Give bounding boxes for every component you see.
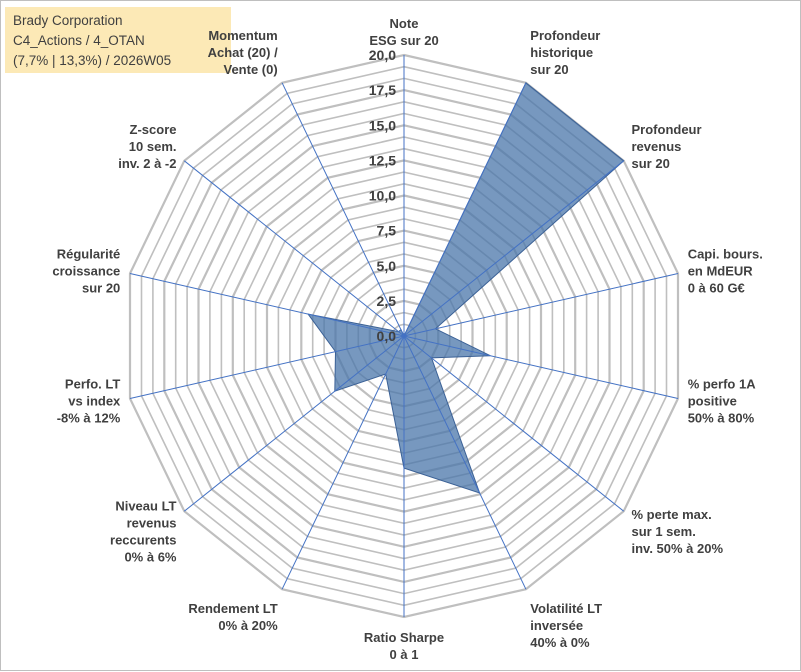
axis-label: % perfo 1A positive 50% à 80%: [688, 376, 757, 425]
axis-label: % perte max. sur 1 sem. inv. 50% à 20%: [632, 507, 724, 556]
axis-spoke: [183, 160, 405, 337]
tick-label: 5,0: [377, 258, 397, 274]
tick-label: 2,5: [377, 293, 397, 309]
axis-spoke: [129, 335, 405, 399]
axis-spoke: [129, 273, 405, 337]
tick-label: 20,0: [369, 47, 396, 63]
chart-title-box: Brady Corporation C4_Actions / 4_OTAN (7…: [5, 7, 231, 73]
axis-spoke: [403, 335, 679, 399]
axis-label: Note ESG sur 20: [369, 16, 438, 48]
axis-spoke: [403, 273, 679, 337]
tick-label: 12,5: [369, 152, 396, 168]
axis-label: Perfo. LT vs index -8% à 12%: [57, 376, 121, 425]
tick-label: 7,5: [377, 223, 397, 239]
tick-label: 10,0: [369, 188, 396, 204]
axis-label: Niveau LT revenus reccurents 0% à 6%: [110, 498, 177, 564]
axis-label: Momentum Achat (20) / Vente (0): [208, 28, 278, 77]
axis-labels: Note ESG sur 20 Profondeur historique sur 20…: [52, 16, 762, 662]
axis-label: Rendement LT 0% à 20%: [188, 601, 278, 633]
axis-label: Capi. bours. en MdEUR 0 à 60 G€: [688, 247, 763, 296]
axis-label: Profondeur historique sur 20: [530, 28, 600, 77]
tick-label: 15,0: [369, 117, 396, 133]
axis-spoke: [403, 82, 527, 337]
chart-subtitle-line-2: (7,7% | 13,3%) / 2026W05: [13, 53, 172, 68]
axis-spoke: [281, 335, 405, 590]
tick-label: 0,0: [377, 328, 397, 344]
axis-label: Volatilité LT inversée 40% à 0%: [530, 601, 602, 650]
axis-spoke: [403, 335, 625, 512]
axis-spoke: [403, 335, 527, 590]
chart-title: Brady Corporation: [13, 13, 123, 28]
tick-label: 17,5: [369, 82, 396, 98]
axis-label: Profondeur revenus sur 20: [632, 122, 702, 171]
radar-spokes: [129, 55, 679, 617]
tick-labels: 0,0 2,5 5,0 7,5 10,0 12,5 15,0 17,5 20,0: [369, 47, 396, 344]
axis-spoke: [281, 82, 405, 337]
chart-subtitle-line-1: C4_Actions / 4_OTAN: [13, 33, 145, 48]
axis-spoke: [403, 160, 625, 337]
axis-label: Ratio Sharpe 0 à 1: [364, 630, 444, 662]
axis-label: Z-score 10 sem. inv. 2 à -2: [118, 122, 176, 171]
axis-spoke: [183, 335, 405, 512]
axis-label: Régularité croissance sur 20: [52, 247, 120, 296]
